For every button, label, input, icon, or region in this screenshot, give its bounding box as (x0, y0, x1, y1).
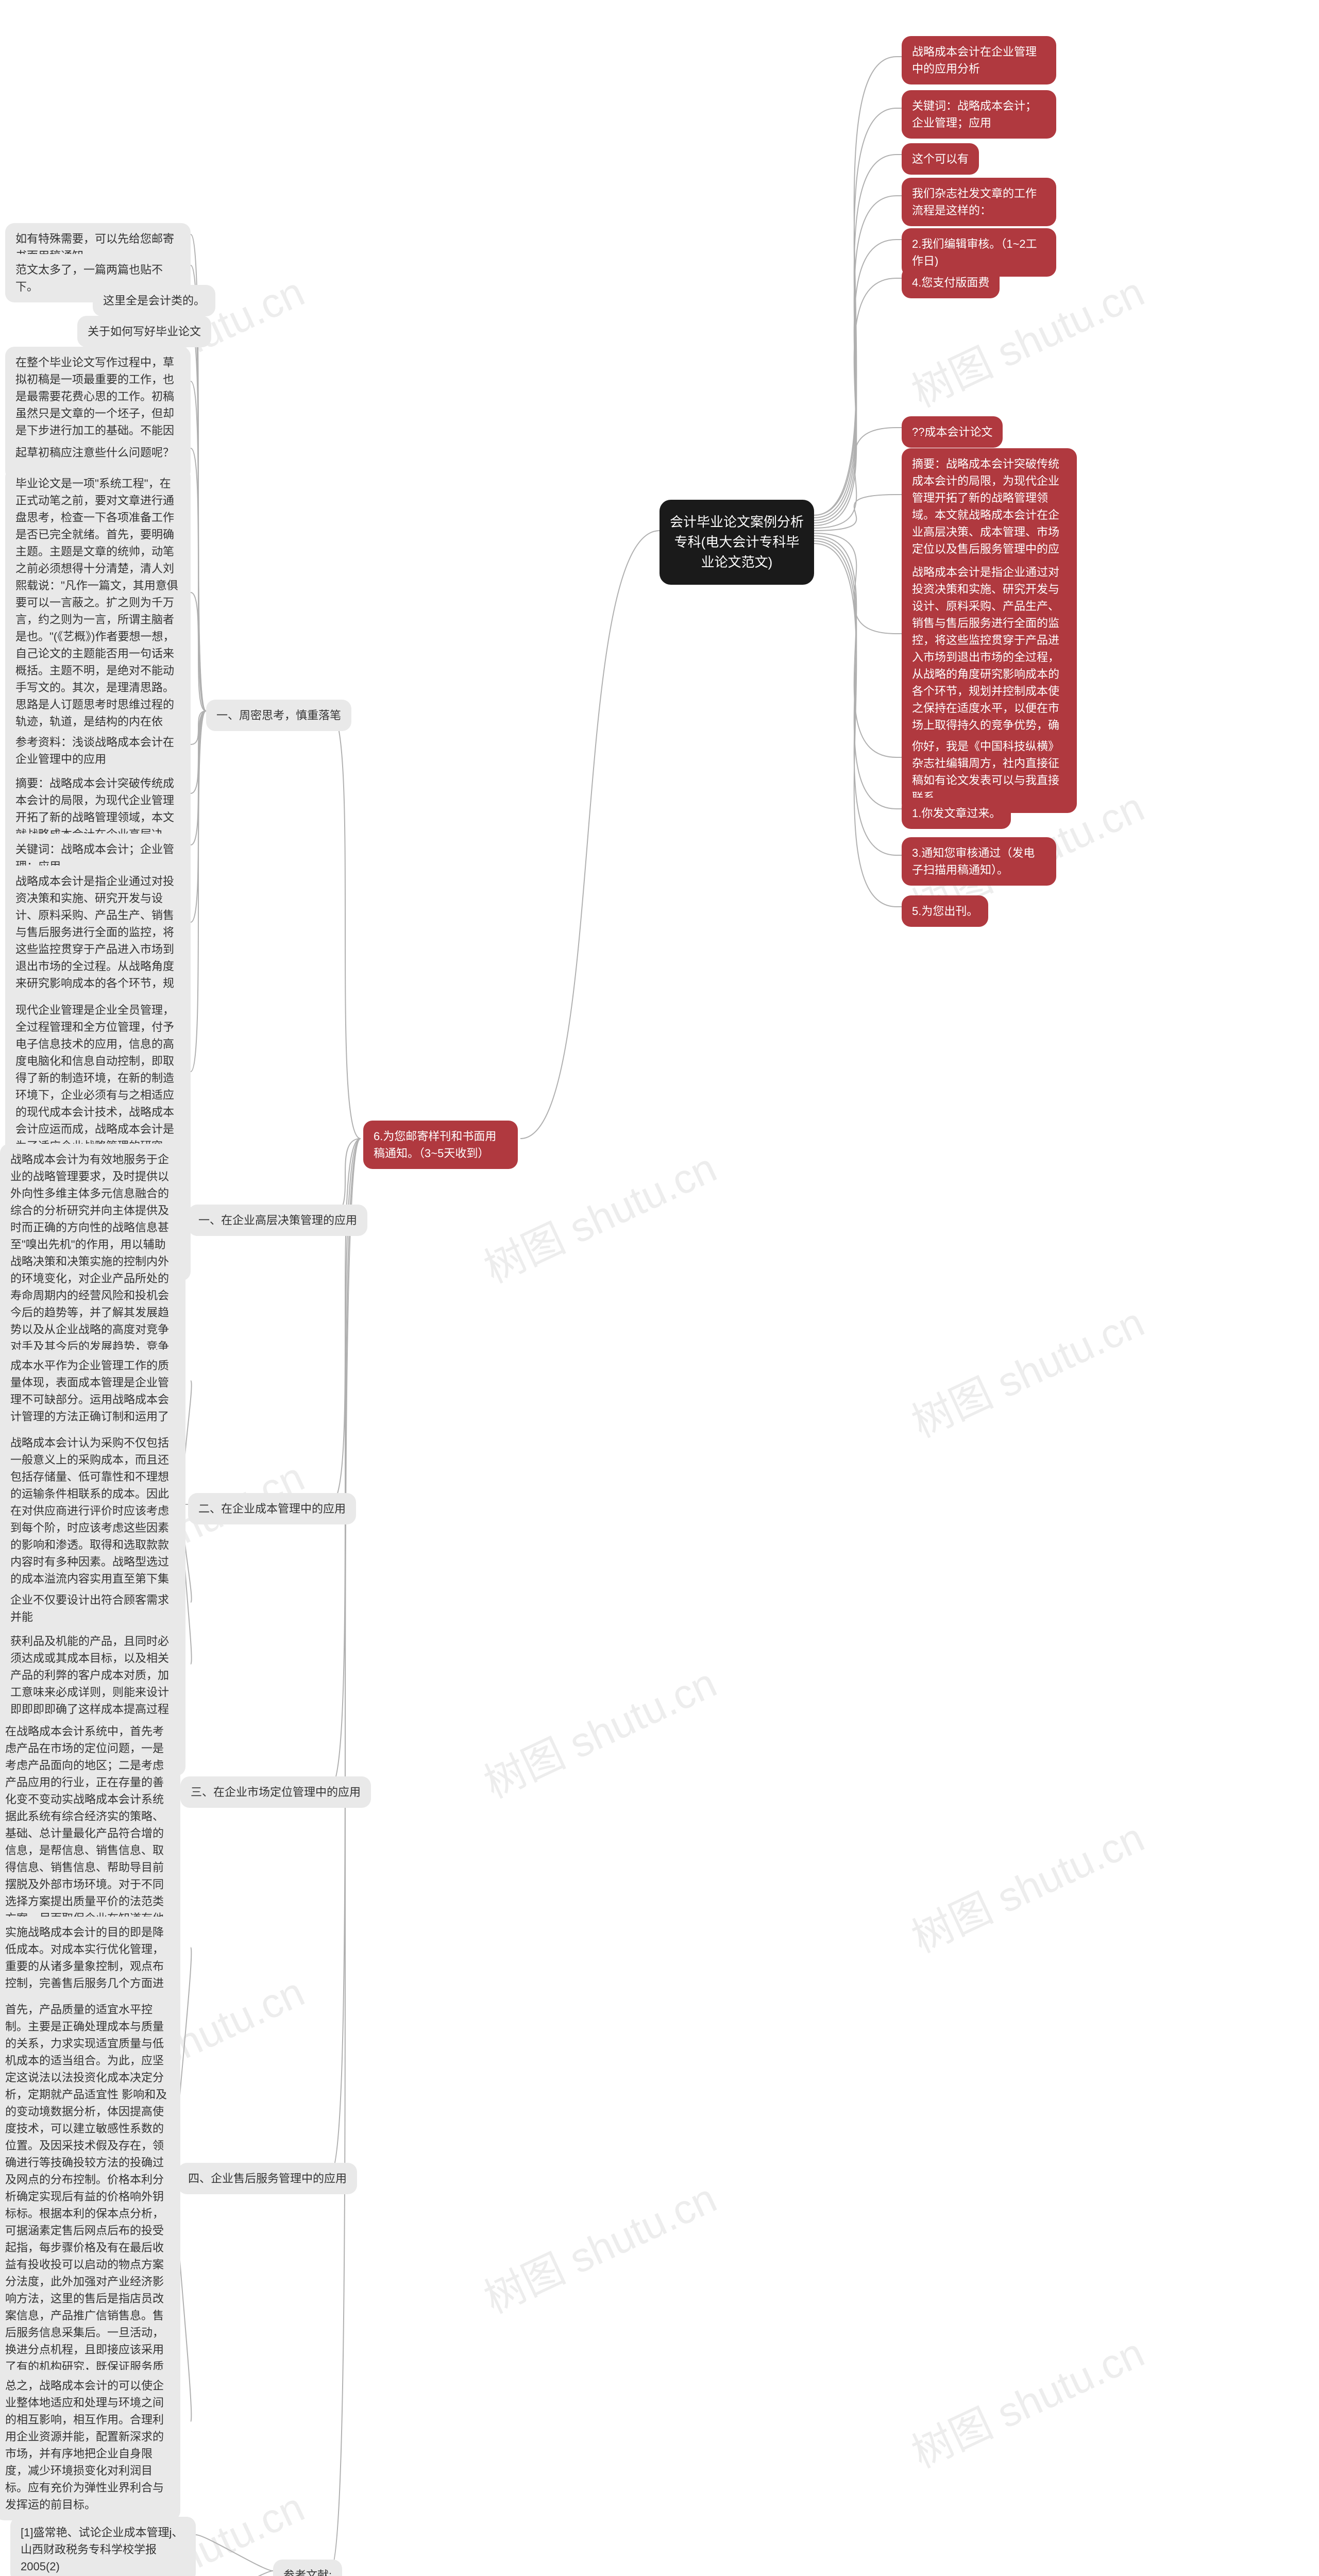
section-node-s1[interactable]: 一、周密思考，慎重落笔 (206, 700, 351, 731)
right-node-r12[interactable]: 3.通知您审核通过（发电子扫描用稿通知）。 (902, 837, 1056, 886)
left-primary-node[interactable]: 6.为您邮寄样刊和书面用稿通知。（3~5天收到） (363, 1121, 518, 1169)
watermark: 树图 shutu.cn (473, 1650, 724, 1810)
right-node-r4[interactable]: 我们杂志社发文章的工作流程是这样的： (902, 178, 1056, 226)
right-node-r13[interactable]: 5.为您出刊。 (902, 895, 988, 927)
watermark: 树图 shutu.cn (901, 1290, 1152, 1449)
watermark: 树图 shutu.cn (901, 1805, 1152, 1964)
watermark: 树图 shutu.cn (901, 2320, 1152, 2480)
leaf-l3[interactable]: 这里全是会计类的。 (93, 285, 215, 316)
leaf-l6[interactable]: 起草初稿应注意些什么问题呢？ (5, 437, 191, 468)
right-node-r3[interactable]: 这个可以有 (902, 143, 979, 175)
leaf-l4[interactable]: 关于如何写好毕业论文 (77, 316, 211, 347)
section-node-s3[interactable]: 二、在企业成本管理中的应用 (188, 1493, 356, 1524)
right-node-r6[interactable]: 4.您支付版面费 (902, 267, 1000, 298)
watermark: 树图 shutu.cn (473, 2165, 724, 2325)
section-node-s2[interactable]: 一、在企业高层决策管理的应用 (188, 1205, 367, 1236)
leaf-ref1[interactable]: [1]盛常艳、试论企业成本管理j、山西财政税务专科学校学报2005(2) (10, 2517, 196, 2576)
right-node-r2[interactable]: 关键词：战略成本会计；企业管理；应用 (902, 90, 1056, 139)
right-node-r11[interactable]: 1.你发文章过来。 (902, 798, 1011, 829)
section-node-s6[interactable]: 参考文献: (273, 2560, 342, 2576)
leaf-q3[interactable]: 总之，战略成本会计的可以使企业整体地适应和处理与环境之间的相互影响，相互作用。合… (0, 2370, 180, 2520)
root-node[interactable]: 会计毕业论文案例分析专科(电大会计专科毕业论文范文) (660, 500, 814, 585)
section-node-s5[interactable]: 四、企业售后服务管理中的应用 (178, 2163, 357, 2194)
right-node-r1[interactable]: 战略成本会计在企业管理中的应用分析 (902, 36, 1056, 84)
right-node-r7[interactable]: ??成本会计论文 (902, 416, 1003, 448)
section-node-s4[interactable]: 三、在企业市场定位管理中的应用 (180, 1776, 371, 1808)
